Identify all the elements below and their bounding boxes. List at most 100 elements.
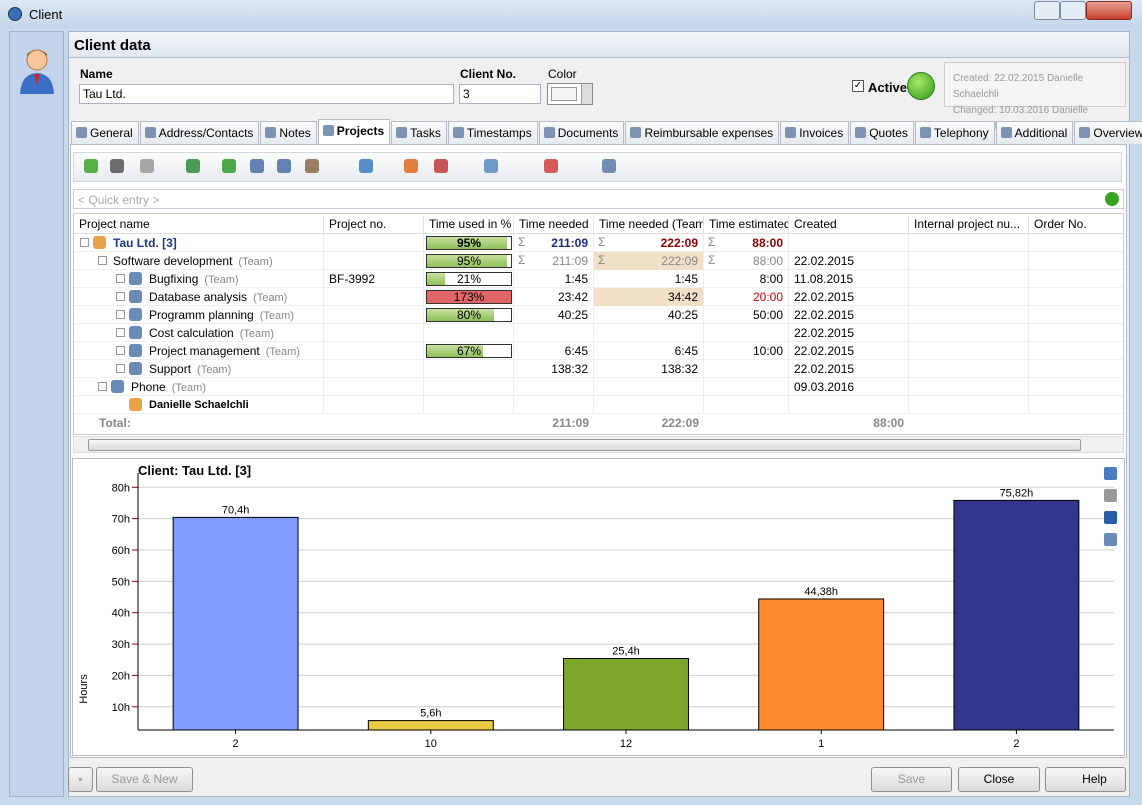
close-window-button[interactable] bbox=[1086, 1, 1132, 20]
toolbar-button[interactable] bbox=[602, 159, 616, 173]
column-header[interactable]: Internal project nu... bbox=[909, 215, 1029, 233]
toolbar-button[interactable] bbox=[359, 159, 373, 173]
table-header: Project name Project no. Time used in % Tim… bbox=[74, 214, 1123, 234]
color-picker[interactable] bbox=[547, 83, 593, 105]
tab[interactable]: Timestamps bbox=[447, 121, 538, 144]
quick-entry[interactable]: < Quick entry > bbox=[73, 189, 1124, 209]
cell-divider bbox=[1028, 306, 1029, 324]
created-date: 22.02.2015 bbox=[794, 254, 855, 268]
table-row: Phone (Team) 09.03.2016 bbox=[74, 378, 1123, 396]
toolbar-button[interactable] bbox=[305, 159, 319, 173]
table-row: Tau Ltd. [3] 95% 211:09 Σ 222:09 Σ 88:00 Σ bbox=[74, 234, 1123, 252]
column-header[interactable]: Project name bbox=[74, 215, 324, 233]
cell-divider bbox=[1028, 396, 1029, 414]
expand-toggle[interactable] bbox=[116, 328, 125, 337]
sum-symbol: Σ bbox=[518, 253, 526, 267]
toolbar-button[interactable] bbox=[250, 159, 264, 173]
save-new-button[interactable]: Save & New bbox=[96, 767, 193, 792]
tab[interactable]: General bbox=[71, 121, 139, 144]
tab[interactable]: Additional bbox=[995, 121, 1074, 144]
cell-divider bbox=[703, 360, 704, 378]
avatar-icon bbox=[20, 49, 54, 94]
tab[interactable]: Telephony bbox=[914, 121, 995, 144]
created-date: 22.02.2015 bbox=[794, 290, 855, 304]
tab[interactable]: Address/Contacts bbox=[139, 121, 260, 144]
chart-tool-button[interactable] bbox=[1104, 489, 1117, 502]
save-button[interactable]: Save bbox=[871, 767, 952, 792]
save-icon-button[interactable]: ▪ bbox=[68, 767, 93, 792]
tab[interactable]: Documents bbox=[538, 121, 625, 144]
column-header[interactable]: Order No. bbox=[1029, 215, 1123, 233]
expand-toggle[interactable] bbox=[116, 274, 125, 283]
expand-toggle[interactable] bbox=[98, 256, 107, 265]
toolbar-button[interactable] bbox=[222, 159, 236, 173]
close-button[interactable]: Close bbox=[958, 767, 1040, 792]
cell-divider bbox=[423, 306, 424, 324]
tab[interactable]: Tasks bbox=[391, 121, 447, 144]
cell-divider bbox=[788, 234, 789, 252]
expand-toggle[interactable] bbox=[116, 364, 125, 373]
cell-divider bbox=[423, 252, 424, 270]
cell-divider bbox=[323, 396, 324, 414]
project-name-text: Cost calculation bbox=[149, 326, 234, 340]
tab[interactable]: Invoices bbox=[780, 121, 850, 144]
tab[interactable]: Projects bbox=[317, 119, 391, 144]
chart-tool-button[interactable] bbox=[1104, 467, 1117, 480]
quick-entry-placeholder: < Quick entry > bbox=[78, 193, 160, 207]
toolbar-button[interactable] bbox=[110, 159, 124, 173]
column-header[interactable]: Time needed bbox=[514, 215, 594, 233]
tab[interactable]: Notes bbox=[260, 121, 317, 144]
cell-divider bbox=[788, 378, 789, 396]
cell-divider bbox=[323, 360, 324, 378]
minimize-button[interactable] bbox=[1034, 1, 1060, 20]
active-checkbox[interactable]: ✓ bbox=[852, 80, 864, 92]
column-header[interactable]: Project no. bbox=[324, 215, 424, 233]
sum-symbol: Σ bbox=[598, 253, 606, 267]
expand-toggle[interactable] bbox=[116, 310, 125, 319]
column-header[interactable]: Time estimated bbox=[704, 215, 789, 233]
column-header[interactable]: Time used in % bbox=[424, 215, 514, 233]
chart-tool-button[interactable] bbox=[1104, 533, 1117, 546]
horizontal-scrollbar[interactable] bbox=[73, 436, 1124, 453]
cell-divider bbox=[423, 396, 424, 414]
toolbar-button[interactable] bbox=[84, 159, 98, 173]
progress-label: 95% bbox=[456, 236, 482, 250]
expand-toggle[interactable] bbox=[80, 238, 89, 247]
time-needed: 211:09 bbox=[552, 254, 588, 268]
project-name-text: Software development bbox=[113, 254, 233, 268]
tab[interactable]: Reimbursable expenses bbox=[625, 121, 780, 144]
client-no-input[interactable]: 3 bbox=[459, 84, 541, 104]
active-label: Active bbox=[868, 80, 908, 95]
table-row: Project management (Team) 67% 6:45 6:45 10:00… bbox=[74, 342, 1123, 360]
column-header[interactable]: Created bbox=[789, 215, 909, 233]
maximize-button[interactable] bbox=[1060, 1, 1086, 20]
expand-toggle[interactable] bbox=[116, 292, 125, 301]
team-tag: (Team) bbox=[204, 274, 239, 286]
tab[interactable]: Quotes bbox=[850, 121, 914, 144]
y-tick-label: 40h bbox=[112, 608, 130, 620]
toolbar-button[interactable] bbox=[140, 159, 154, 173]
toolbar-button[interactable] bbox=[434, 159, 448, 173]
project-name: Bugfixing (Team) bbox=[144, 270, 244, 288]
column-header[interactable]: Time needed (Team) bbox=[594, 215, 704, 233]
progress-label: 21% bbox=[456, 272, 482, 286]
toolbar-button[interactable] bbox=[544, 159, 558, 173]
cell-divider bbox=[703, 396, 704, 414]
quick-entry-ok[interactable] bbox=[1105, 192, 1119, 206]
cell-divider bbox=[703, 342, 704, 360]
toolbar-button[interactable] bbox=[404, 159, 418, 173]
toolbar-button[interactable] bbox=[277, 159, 291, 173]
cell-divider bbox=[593, 252, 594, 270]
expand-toggle[interactable] bbox=[116, 346, 125, 355]
progress-bar bbox=[427, 345, 484, 357]
chart-tool-button[interactable] bbox=[1104, 511, 1117, 524]
project-name: Software development (Team) bbox=[108, 252, 278, 270]
tab[interactable]: Overview bbox=[1074, 121, 1142, 144]
name-input[interactable]: Tau Ltd. bbox=[79, 84, 454, 104]
toolbar-button[interactable] bbox=[484, 159, 498, 173]
expand-toggle[interactable] bbox=[98, 382, 107, 391]
table-row: Danielle Schaelchli bbox=[74, 396, 1123, 414]
help-button[interactable]: Help bbox=[1045, 767, 1126, 792]
toolbar-button[interactable] bbox=[186, 159, 200, 173]
cell-divider bbox=[513, 342, 514, 360]
